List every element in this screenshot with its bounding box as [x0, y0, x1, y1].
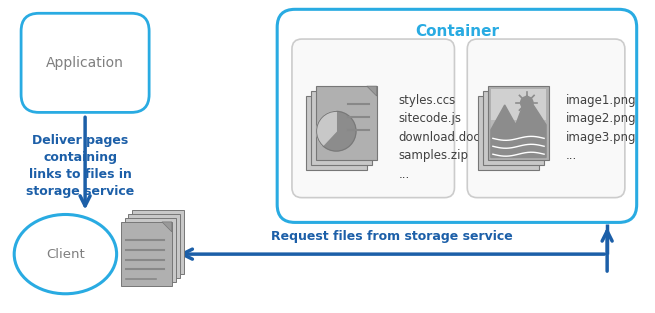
- FancyBboxPatch shape: [488, 86, 549, 161]
- FancyBboxPatch shape: [132, 210, 183, 275]
- Circle shape: [520, 96, 534, 110]
- Text: Deliver pages
containing
links to files in
storage service: Deliver pages containing links to files …: [26, 134, 134, 198]
- Text: Application: Application: [46, 56, 124, 70]
- FancyBboxPatch shape: [121, 222, 172, 286]
- Polygon shape: [162, 222, 172, 232]
- Text: styles.ccs
sitecode.js
download.doc
samples.zip
...: styles.ccs sitecode.js download.doc samp…: [398, 94, 480, 181]
- FancyBboxPatch shape: [306, 96, 367, 170]
- FancyBboxPatch shape: [128, 214, 179, 278]
- FancyBboxPatch shape: [491, 89, 546, 120]
- FancyBboxPatch shape: [21, 13, 149, 112]
- FancyBboxPatch shape: [277, 9, 637, 223]
- FancyBboxPatch shape: [491, 89, 546, 157]
- Polygon shape: [367, 86, 377, 96]
- Text: Request files from storage service: Request files from storage service: [271, 230, 512, 243]
- Polygon shape: [362, 91, 372, 101]
- FancyBboxPatch shape: [316, 86, 377, 161]
- FancyBboxPatch shape: [310, 91, 372, 165]
- Polygon shape: [316, 111, 336, 146]
- Ellipse shape: [14, 214, 117, 294]
- Text: image1.png
image2.png
image3.png
...: image1.png image2.png image3.png ...: [566, 94, 637, 162]
- FancyBboxPatch shape: [478, 96, 539, 170]
- FancyBboxPatch shape: [483, 91, 544, 165]
- Polygon shape: [491, 95, 546, 157]
- FancyBboxPatch shape: [292, 39, 455, 198]
- FancyBboxPatch shape: [467, 39, 625, 198]
- Text: Client: Client: [46, 248, 84, 261]
- Text: Container: Container: [415, 23, 499, 38]
- FancyBboxPatch shape: [124, 218, 176, 282]
- Polygon shape: [357, 96, 367, 106]
- Polygon shape: [323, 111, 356, 151]
